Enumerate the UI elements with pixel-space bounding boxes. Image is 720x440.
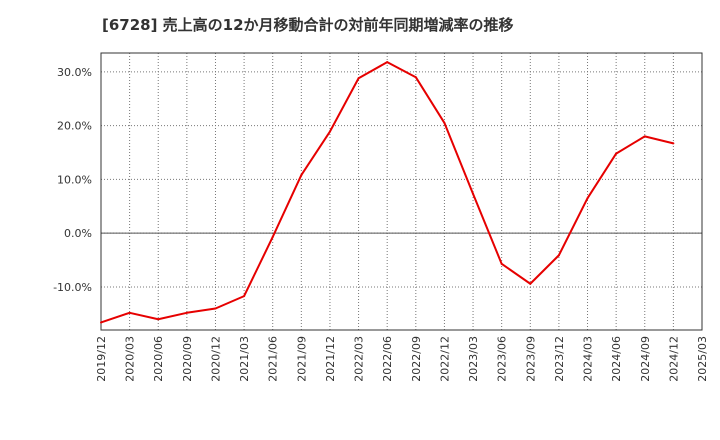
x-tick-label: 2020/09 xyxy=(181,336,194,382)
x-tick-label: 2024/03 xyxy=(582,336,595,382)
x-tick-label: 2023/06 xyxy=(496,336,509,382)
x-tick-label: 2024/12 xyxy=(667,336,680,382)
data-point xyxy=(643,135,646,138)
data-point xyxy=(328,130,331,133)
y-tick-label: -10.0% xyxy=(53,281,92,294)
data-point xyxy=(243,295,246,298)
data-point xyxy=(529,282,532,285)
x-tick-label: 2021/12 xyxy=(324,336,337,382)
x-tick-label: 2024/09 xyxy=(639,336,652,382)
y-tick-label: 30.0% xyxy=(57,66,92,79)
chart-title: [6728] 売上高の12か月移動合計の対前年同期増減率の推移 xyxy=(102,16,514,34)
data-point xyxy=(100,321,102,324)
data-point xyxy=(443,121,446,124)
x-tick-label: 2022/03 xyxy=(353,336,366,382)
y-tick-label: 20.0% xyxy=(57,120,92,133)
data-point xyxy=(214,307,217,310)
x-tick-label: 2021/06 xyxy=(267,336,280,382)
data-point xyxy=(557,254,560,257)
x-tick-label: 2021/09 xyxy=(295,336,308,382)
grid-lines xyxy=(101,53,702,330)
x-tick-label: 2024/06 xyxy=(610,336,623,382)
x-tick-label: 2022/12 xyxy=(438,336,451,382)
y-tick-label: 10.0% xyxy=(57,173,92,186)
series-layer xyxy=(100,61,675,324)
x-tick-label: 2021/03 xyxy=(238,336,251,382)
data-point xyxy=(672,142,675,145)
x-tick-label: 2022/06 xyxy=(381,336,394,382)
data-point xyxy=(615,152,618,155)
x-tick-label: 2023/03 xyxy=(467,336,480,382)
data-point xyxy=(500,262,503,265)
x-tick-label: 2020/06 xyxy=(152,336,165,382)
data-point xyxy=(300,174,303,177)
x-axis-ticks: 2019/12 2020/03 2020/06 2020/09 2020/12 2021/… xyxy=(95,336,709,382)
x-tick-label: 2025/03 xyxy=(696,336,709,382)
x-tick-label: 2023/12 xyxy=(553,336,566,382)
x-tick-label: 2023/09 xyxy=(524,336,537,382)
x-tick-label: 2019/12 xyxy=(95,336,108,382)
x-tick-label: 2022/09 xyxy=(410,336,423,382)
data-point xyxy=(357,77,360,80)
data-point xyxy=(185,311,188,314)
x-tick-label: 2020/12 xyxy=(209,336,222,382)
data-point xyxy=(271,235,274,238)
data-point xyxy=(128,311,131,314)
x-tick-label: 2020/03 xyxy=(124,336,137,382)
y-tick-label: 0.0% xyxy=(64,227,92,240)
data-point xyxy=(386,61,389,64)
plot-area xyxy=(100,52,703,331)
data-point xyxy=(157,318,160,321)
data-point xyxy=(472,192,475,195)
data-point xyxy=(414,76,417,79)
data-point xyxy=(586,197,589,200)
y-axis-ticks: 30.0% 20.0% 10.0% 0.0% -10.0% xyxy=(53,66,92,294)
